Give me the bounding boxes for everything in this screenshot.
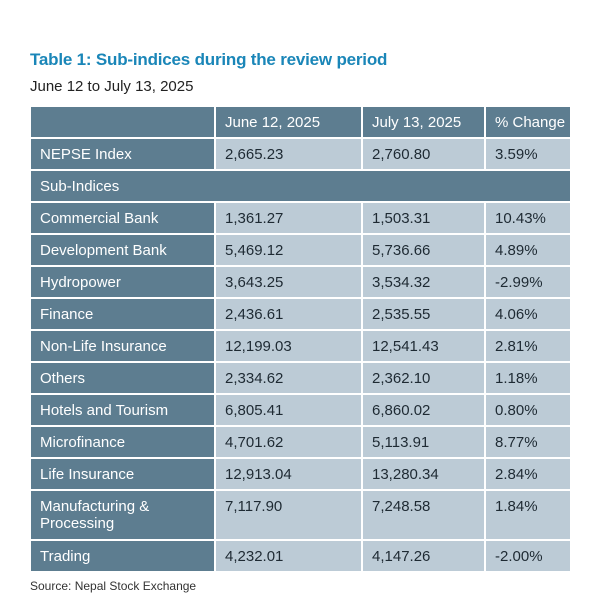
row-change: -2.99% — [486, 267, 570, 299]
row-change: 4.06% — [486, 299, 570, 331]
header-june: June 12, 2025 — [216, 107, 363, 139]
table-row: Commercial Bank 1,361.27 1,503.31 10.43% — [31, 203, 570, 235]
row-change: 1.18% — [486, 363, 570, 395]
nepse-row: NEPSE Index 2,665.23 2,760.80 3.59% — [31, 139, 570, 171]
header-change: % Change — [486, 107, 570, 139]
row-label: Trading — [31, 541, 216, 573]
row-july: 1,503.31 — [363, 203, 486, 235]
row-change: 0.80% — [486, 395, 570, 427]
row-label: Others — [31, 363, 216, 395]
table-row: Life Insurance 12,913.04 13,280.34 2.84% — [31, 459, 570, 491]
row-label: Manufacturing & Processing — [31, 491, 216, 541]
row-label: Commercial Bank — [31, 203, 216, 235]
nepse-july: 2,760.80 — [363, 139, 486, 171]
table-row: Development Bank 5,469.12 5,736.66 4.89% — [31, 235, 570, 267]
table-row: Manufacturing & Processing 7,117.90 7,24… — [31, 491, 570, 541]
header-july: July 13, 2025 — [363, 107, 486, 139]
row-july: 5,736.66 — [363, 235, 486, 267]
row-july: 12,541.43 — [363, 331, 486, 363]
row-june: 2,436.61 — [216, 299, 363, 331]
row-june: 6,805.41 — [216, 395, 363, 427]
sub-indices-table: June 12, 2025 July 13, 2025 % Change NEP… — [31, 107, 570, 573]
nepse-june: 2,665.23 — [216, 139, 363, 171]
nepse-label: NEPSE Index — [31, 139, 216, 171]
row-change: 4.89% — [486, 235, 570, 267]
row-june: 7,117.90 — [216, 491, 363, 541]
header-blank — [31, 107, 216, 139]
row-july: 6,860.02 — [363, 395, 486, 427]
row-june: 2,334.62 — [216, 363, 363, 395]
row-june: 12,913.04 — [216, 459, 363, 491]
row-july: 7,248.58 — [363, 491, 486, 541]
header-row: June 12, 2025 July 13, 2025 % Change — [31, 107, 570, 139]
row-label: Hotels and Tourism — [31, 395, 216, 427]
row-july: 4,147.26 — [363, 541, 486, 573]
table-row: Hotels and Tourism 6,805.41 6,860.02 0.8… — [31, 395, 570, 427]
table-subtitle: June 12 to July 13, 2025 — [30, 78, 194, 95]
table-row: Microfinance 4,701.62 5,113.91 8.77% — [31, 427, 570, 459]
row-july: 13,280.34 — [363, 459, 486, 491]
row-change: -2.00% — [486, 541, 570, 573]
source-note: Source: Nepal Stock Exchange — [30, 579, 197, 593]
row-june: 4,701.62 — [216, 427, 363, 459]
table-row: Others 2,334.62 2,362.10 1.18% — [31, 363, 570, 395]
row-label: Non-Life Insurance — [31, 331, 216, 363]
row-july: 3,534.32 — [363, 267, 486, 299]
table-row: Finance 2,436.61 2,535.55 4.06% — [31, 299, 570, 331]
row-june: 4,232.01 — [216, 541, 363, 573]
table-row: Hydropower 3,643.25 3,534.32 -2.99% — [31, 267, 570, 299]
row-july: 2,362.10 — [363, 363, 486, 395]
row-june: 3,643.25 — [216, 267, 363, 299]
row-label: Development Bank — [31, 235, 216, 267]
row-july: 5,113.91 — [363, 427, 486, 459]
table-title: Table 1: Sub-indices during the review p… — [30, 50, 388, 69]
row-change: 2.84% — [486, 459, 570, 491]
row-june: 1,361.27 — [216, 203, 363, 235]
row-label: Finance — [31, 299, 216, 331]
nepse-change: 3.59% — [486, 139, 570, 171]
row-change: 1.84% — [486, 491, 570, 541]
section-row: Sub-Indices — [31, 171, 570, 203]
section-label: Sub-Indices — [31, 171, 570, 203]
table-row: Non-Life Insurance 12,199.03 12,541.43 2… — [31, 331, 570, 363]
row-change: 10.43% — [486, 203, 570, 235]
row-june: 12,199.03 — [216, 331, 363, 363]
row-july: 2,535.55 — [363, 299, 486, 331]
row-change: 8.77% — [486, 427, 570, 459]
row-change: 2.81% — [486, 331, 570, 363]
row-label: Microfinance — [31, 427, 216, 459]
table-row: Trading 4,232.01 4,147.26 -2.00% — [31, 541, 570, 573]
row-label: Hydropower — [31, 267, 216, 299]
row-label: Life Insurance — [31, 459, 216, 491]
row-june: 5,469.12 — [216, 235, 363, 267]
